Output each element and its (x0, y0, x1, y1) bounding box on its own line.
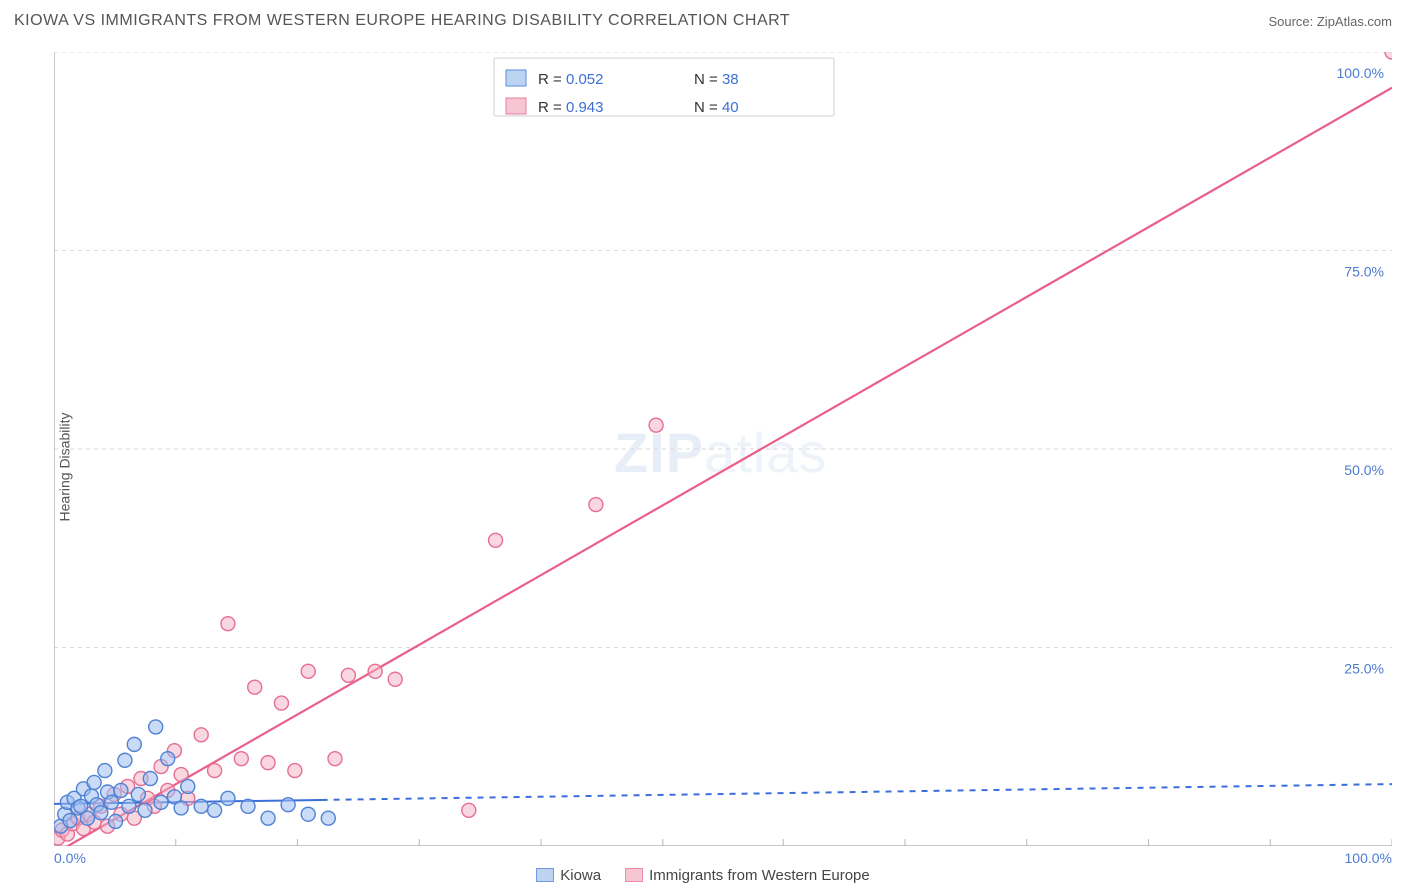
svg-text:R = 0.052: R = 0.052 (538, 71, 603, 88)
legend-item-immigrants: Immigrants from Western Europe (625, 867, 870, 884)
svg-text:50.0%: 50.0% (1344, 462, 1384, 478)
svg-text:N = 38: N = 38 (694, 71, 739, 88)
legend-swatch-immigrants (625, 868, 643, 882)
legend-series: Kiowa Immigrants from Western Europe (0, 867, 1406, 884)
y-tick-labels: 25.0% 50.0% 75.0% 100.0% (1337, 65, 1384, 677)
chart-svg: ZIPatlas 25.0%50.0%75.0%100.0% R = 0.052… (54, 52, 1392, 846)
svg-text:25.0%: 25.0% (1344, 661, 1384, 677)
x-axis-label-max: 100.0% (1345, 850, 1392, 866)
chart-source: Source: ZipAtlas.com (1268, 14, 1392, 29)
y-gridlines (54, 52, 1392, 648)
legend-item-kiowa: Kiowa (536, 867, 601, 884)
plot-region: ZIPatlas 25.0%50.0%75.0%100.0% R = 0.052… (54, 52, 1392, 846)
x-axis-ticks (54, 839, 1392, 846)
x-axis-label-min: 0.0% (54, 850, 86, 866)
svg-text:R = 0.943: R = 0.943 (538, 99, 603, 116)
svg-text:100.0%: 100.0% (1337, 65, 1384, 81)
chart-area: Hearing Disability ZIPatlas 25.0%50.0%75… (0, 42, 1406, 892)
chart-header: KIOWA VS IMMIGRANTS FROM WESTERN EUROPE … (0, 0, 1406, 42)
x-axis-end-labels: 0.0% 100.0% (54, 850, 1392, 866)
svg-text:75.0%: 75.0% (1344, 264, 1384, 280)
svg-text:N = 40: N = 40 (694, 99, 739, 116)
legend-swatch-kiowa (536, 868, 554, 882)
chart-title: KIOWA VS IMMIGRANTS FROM WESTERN EUROPE … (14, 12, 790, 30)
legend-stats-box: R = 0.052 N = 38 R = 0.943 N = 40 (494, 58, 834, 116)
